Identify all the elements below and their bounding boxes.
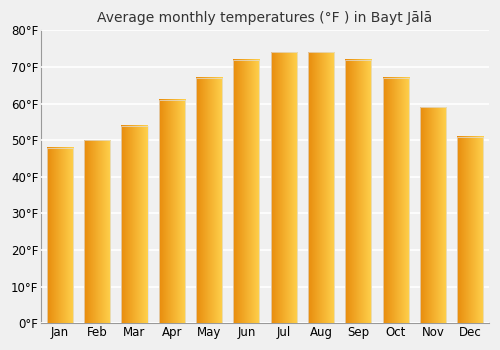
Bar <box>47 147 73 323</box>
Bar <box>382 78 408 323</box>
Bar <box>84 140 110 323</box>
Bar <box>346 60 372 323</box>
Bar <box>159 100 185 323</box>
Bar <box>122 126 148 323</box>
Bar <box>457 136 483 323</box>
Title: Average monthly temperatures (°F ) in Bayt Jālā: Average monthly temperatures (°F ) in Ba… <box>98 11 432 25</box>
Bar <box>420 107 446 323</box>
Bar <box>270 52 297 323</box>
Bar <box>308 52 334 323</box>
Bar <box>196 78 222 323</box>
Bar <box>234 60 260 323</box>
